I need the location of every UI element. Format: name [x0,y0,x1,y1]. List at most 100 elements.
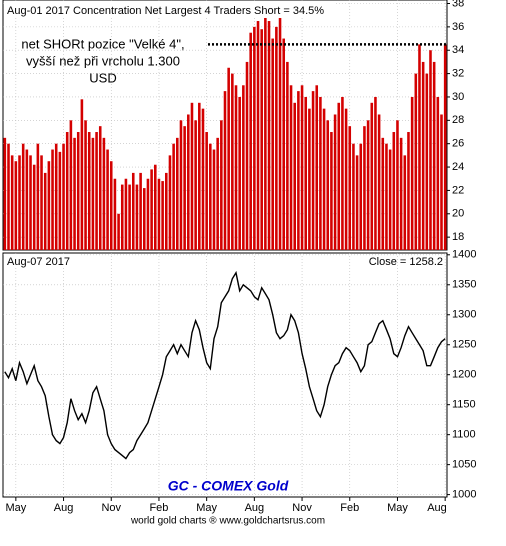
price-line [4,270,446,460]
y-tick-label: 1300 [452,309,476,321]
y-tick-label: 18 [452,231,464,243]
bar [352,143,355,250]
x-tick-label: Aug [245,502,265,514]
bar [183,126,186,250]
chart-title: Aug-01 2017 Concentration Net Largest 4 … [7,5,324,17]
bar [80,99,84,250]
bar [392,132,396,250]
title-bg [4,2,334,18]
bar [278,17,282,251]
bar [209,143,212,250]
bar [374,96,377,250]
bar [7,143,10,250]
bar [322,108,326,250]
bar [333,114,337,250]
bar [355,155,359,250]
bar [271,38,274,250]
y-tick-label: 38 [452,0,464,9]
bar [319,96,322,250]
y-tick-label: 30 [452,91,464,103]
bar [381,137,385,250]
bar [286,61,289,250]
x-tick-label: Feb [149,502,168,514]
bar [95,132,98,250]
bar [308,108,311,250]
y-tick-label: 32 [452,68,464,80]
bar [106,149,109,250]
close-label: Close = 1258.2 [369,256,443,268]
bar [29,155,32,250]
bar [377,114,381,250]
bar [190,102,194,250]
annotation: net SHORt pozice "Velké 4", [21,36,184,51]
bar [429,50,432,251]
y-tick-label: 22 [452,184,464,196]
bar [220,120,223,250]
bar [117,213,120,250]
bar [179,120,183,250]
bar [201,108,205,250]
bar [40,155,43,250]
bar [113,178,117,250]
bar [205,132,208,250]
bar [21,143,25,250]
bar [418,44,421,251]
bar [194,120,197,250]
bar [102,137,106,250]
bar [120,184,124,250]
bar [267,21,271,250]
bar [326,120,330,250]
bar [14,161,18,250]
y-tick-label: 1400 [452,249,476,261]
bar [234,85,238,251]
bar [253,26,256,251]
bar [146,178,150,250]
bar [370,102,374,250]
x-tick-label: May [196,502,217,514]
bar [440,114,443,250]
bar [407,132,410,250]
bar [245,61,249,250]
bar [223,91,227,251]
bar [315,85,319,251]
title-bg [4,254,79,268]
bar [32,164,36,250]
bar [168,155,172,250]
bar [165,172,168,250]
bar [410,96,414,250]
bar [47,161,51,250]
bar [157,178,161,250]
y-tick-label: 34 [452,44,464,56]
bar [128,184,131,250]
bar [238,96,241,250]
y-tick-label: 36 [452,21,464,33]
bar [87,132,91,250]
bar [150,169,153,250]
annotation: USD [89,70,116,85]
bar [344,108,348,250]
bar [300,85,304,251]
bar [256,21,260,250]
y-tick-label: 1050 [452,459,476,471]
bar [432,61,436,250]
bar [443,44,447,251]
y-tick-label: 24 [452,161,464,173]
bar [54,143,58,250]
y-tick-label: 1200 [452,369,476,381]
bar [43,172,47,250]
bar [264,15,267,250]
bar [139,172,142,250]
bar [10,155,14,250]
x-tick-label: Aug [54,502,74,514]
y-tick-label: 28 [452,114,464,126]
bar [421,61,425,250]
bar [330,132,333,250]
bar [260,29,263,250]
bar [142,188,146,250]
bar [304,96,308,250]
y-tick-label: 26 [452,138,464,150]
bar [131,172,135,250]
bar [242,85,245,251]
x-tick-label: May [387,502,408,514]
